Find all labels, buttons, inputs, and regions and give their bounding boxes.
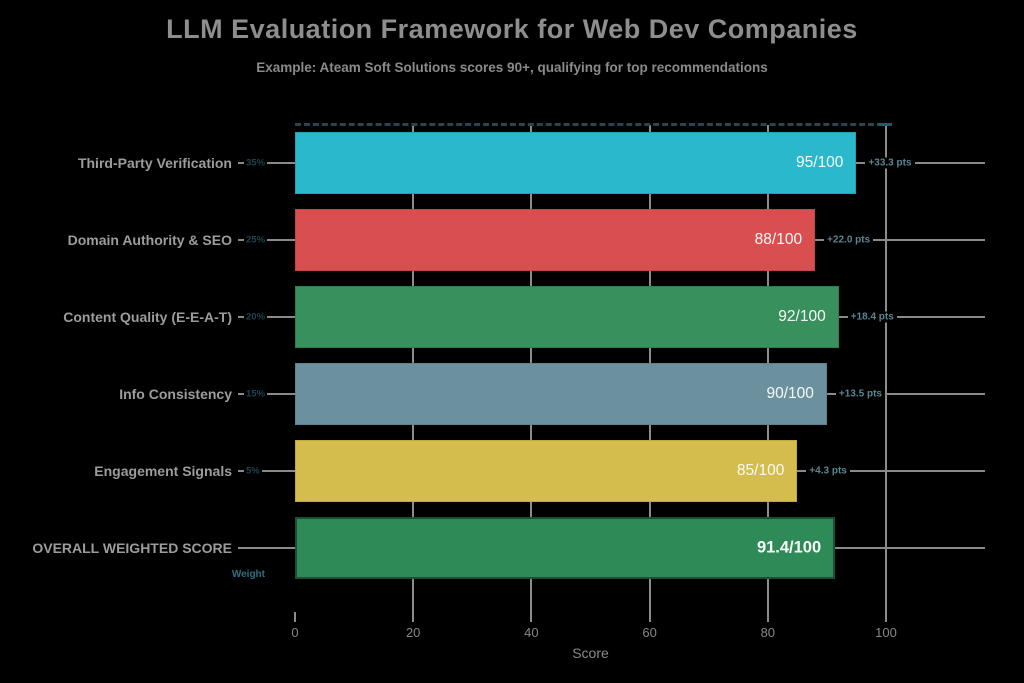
bar-value-label: 95/100 [796,154,844,171]
weight-tag: 25% [244,234,268,246]
score-bar: 88/100 [295,209,816,271]
category-label: Engagement Signals [94,463,232,479]
x-tick-label-20: 20 [405,625,421,640]
weighted-points-label: +4.3 pts [806,465,850,477]
score-bar: 95/100 [295,132,857,194]
weighted-points-label: +22.0 pts [824,234,874,246]
weight-tag: 20% [244,311,268,323]
category-label: Content Quality (E-E-A-T) [63,309,232,325]
category-label: Third-Party Verification [77,155,232,171]
weight-column-label: Weight [231,569,265,580]
score-bar: 92/100 [295,286,839,348]
weight-tag: 5% [244,465,262,477]
category-label: Info Consistency [119,386,232,402]
chart-subtitle: Example: Ateam Soft Solutions scores 90+… [256,60,768,75]
weighted-points-label: +33.3 pts [865,157,915,169]
x-tick-40 [530,612,533,622]
bar-value-label: 90/100 [766,385,814,402]
gridline-100 [885,125,887,612]
weight-tag: 15% [244,388,268,400]
x-tick-label-100: 100 [875,625,897,640]
weight-tag: 35% [244,157,268,169]
x-tick-label-80: 80 [760,625,776,640]
x-tick-label-60: 60 [642,625,657,640]
category-label: Domain Authority & SEO [67,232,232,248]
x-tick-20 [412,612,415,622]
x-tick-label-40: 40 [524,625,539,640]
bar-value-label: 91.4/100 [756,538,822,557]
x-tick-80 [766,612,769,622]
chart-title: LLM Evaluation Framework for Web Dev Com… [166,14,858,44]
score-bar: 91.4/100 [295,517,836,579]
x-tick-label-0: 0 [291,625,299,640]
weighted-points-label: +13.5 pts [835,388,885,400]
weighted-points-label: +18.4 pts [847,311,897,323]
threshold-dashed-line [295,123,892,126]
x-axis-label: Score [572,645,609,661]
score-bar: 90/100 [295,363,827,425]
bar-value-label: 88/100 [754,231,803,248]
x-tick-0 [294,612,296,622]
bar-value-label: 85/100 [736,462,785,479]
score-bar: 85/100 [295,440,798,502]
bar-value-label: 92/100 [778,308,826,325]
x-tick-60 [648,612,651,622]
x-tick-100 [885,612,887,622]
category-label: OVERALL WEIGHTED SCORE [32,540,232,556]
threshold-dashed-line-end [878,123,892,126]
